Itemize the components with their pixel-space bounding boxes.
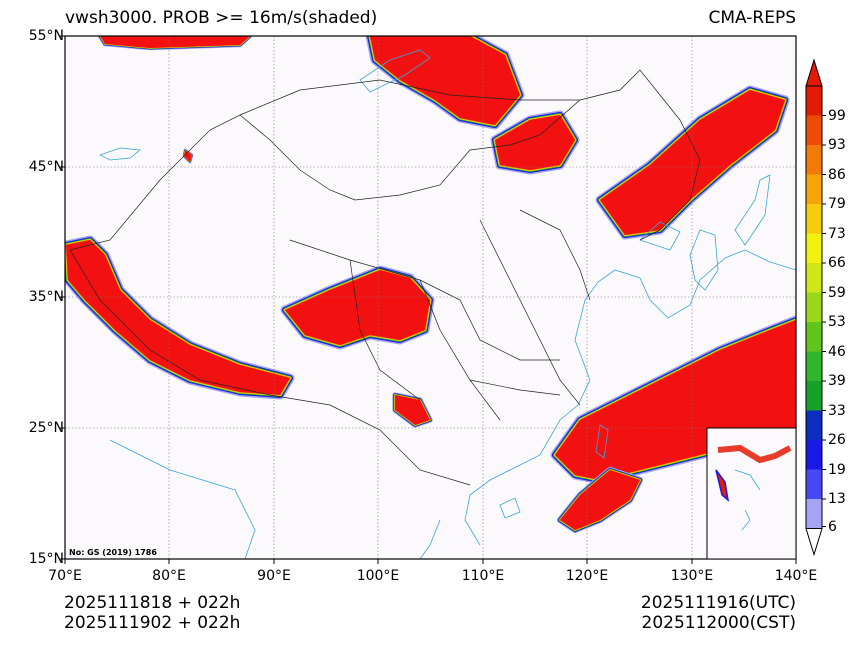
lat-label-45: 45°N	[28, 159, 64, 175]
coastline-hainan	[499, 497, 521, 519]
colorbar-segment	[806, 381, 822, 411]
valid-time-block: 2025111916(UTC) 2025112000(CST)	[641, 593, 796, 633]
colorbar-label: 79	[828, 196, 846, 212]
valid-time-utc: 2025111916(UTC)	[640, 593, 796, 613]
shade-tibet-west	[65, 235, 295, 400]
graticule	[65, 36, 796, 559]
coastline-bohai	[639, 221, 681, 251]
colorbar-label: 66	[828, 255, 846, 271]
shade-northeast-a	[490, 110, 580, 175]
model-name: CMA-REPS	[708, 8, 796, 28]
colorbar-label: 86	[828, 166, 846, 183]
colorbar-label: 39	[828, 373, 846, 389]
colorbar	[805, 58, 826, 557]
colorbar-segment	[806, 322, 822, 352]
colorbar-segment	[806, 469, 822, 499]
coastline-indochina	[419, 519, 441, 559]
colorbar-label: 73	[828, 225, 846, 242]
coastline-korea	[689, 229, 719, 291]
lon-label-100: 100°E	[356, 568, 400, 584]
map-note: No: GS (2019) 1786	[69, 548, 157, 557]
colorbar-label: 33	[828, 402, 846, 419]
chart-title: vwsh3000. PROB >= 16m/s(shaded)	[65, 8, 378, 28]
colorbar-segment	[806, 292, 822, 322]
lon-label-90: 90°E	[257, 568, 291, 584]
shade-yunnan	[392, 392, 433, 428]
colorbar-segment	[806, 233, 822, 263]
lake-balkhash	[98, 147, 142, 161]
colorbar-segment	[806, 174, 822, 204]
border-mongolia	[239, 79, 580, 116]
coastline-india	[109, 439, 256, 559]
colorbar-label: 13	[828, 491, 846, 507]
valid-time-cst: 2025112000(CST)	[641, 613, 796, 633]
lat-label-55: 55°N	[28, 28, 64, 44]
colorbar-label: 99	[828, 107, 846, 124]
shade-north	[365, 36, 525, 130]
colorbar-label: 93	[828, 137, 846, 153]
shade-tiny	[182, 148, 194, 164]
lat-label-25: 25°N	[28, 420, 64, 436]
axis-ticks	[60, 35, 797, 564]
init-time-utc: 2025111818 + 022h	[64, 593, 241, 613]
colorbar-segment	[806, 499, 822, 529]
coastline-china	[464, 249, 796, 546]
coastline-taiwan	[595, 424, 609, 459]
provinces	[289, 209, 591, 421]
init-time-block: 2025111818 + 022h 2025111902 + 022h	[64, 593, 240, 633]
shade-northeast-b	[595, 85, 790, 240]
colorbar-segment	[806, 351, 822, 381]
lon-label-110: 110°E	[461, 568, 505, 584]
south-china-sea-inset	[706, 427, 797, 560]
colorbar-label: 46	[828, 343, 846, 360]
border-china	[69, 69, 701, 486]
colorbar-extend-bottom	[805, 528, 823, 557]
colorbar-label: 6	[828, 518, 837, 535]
colorbar-label: 53	[828, 314, 846, 330]
map-layer	[65, 36, 796, 559]
lat-label-35: 35°N	[28, 289, 64, 305]
coastlines	[98, 49, 796, 559]
lake-baikal	[359, 49, 431, 93]
colorbar-extend-top	[805, 58, 823, 87]
colorbar-label: 59	[828, 284, 846, 301]
lat-label-15: 15°N	[28, 551, 64, 567]
country-borders	[69, 69, 701, 486]
coastline-japan	[734, 174, 771, 246]
colorbar-segment	[806, 86, 822, 116]
probability-shading	[65, 36, 796, 534]
colorbar-segment	[806, 410, 822, 440]
lon-label-120: 120°E	[565, 568, 609, 584]
colorbar-segment	[806, 440, 822, 470]
lon-label-70: 70°E	[48, 568, 82, 584]
colorbar-label: 26	[828, 432, 846, 448]
colorbar-segment	[806, 115, 822, 145]
colorbar-segment	[806, 145, 822, 175]
shade-tibet-center	[280, 265, 435, 350]
colorbar-segment	[806, 263, 822, 293]
lon-label-140: 140°E	[774, 568, 818, 584]
init-time-cst: 2025111902 + 022h	[64, 613, 241, 633]
lon-label-130: 130°E	[670, 568, 714, 584]
lon-label-80: 80°E	[152, 568, 186, 584]
shade-northwest	[97, 36, 253, 51]
colorbar-segment	[806, 204, 822, 234]
shade-south-sea	[556, 466, 644, 534]
colorbar-label: 19	[828, 461, 846, 478]
